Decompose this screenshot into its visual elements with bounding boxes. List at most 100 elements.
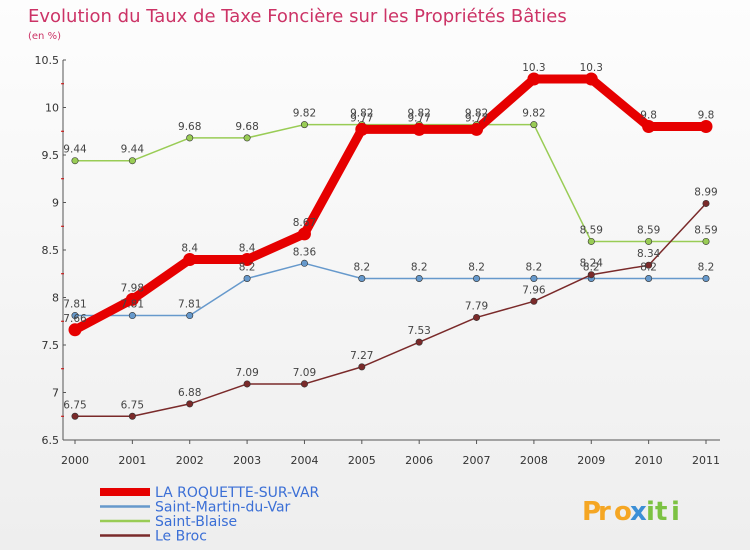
x-tick-label: 2009 xyxy=(577,454,605,467)
data-label: 9.8 xyxy=(640,110,657,122)
y-tick-label: 9 xyxy=(52,197,59,210)
data-label: 7.09 xyxy=(293,367,316,379)
data-point xyxy=(128,312,136,320)
data-label: 7.81 xyxy=(121,299,144,311)
series-labels: 9.44 9.44 9.68 9.68 9.82 9.82 9.82 9.82 9.82 8.59… xyxy=(63,62,717,411)
legend-label: Saint-Martin-du-Var xyxy=(155,500,291,516)
data-label: 9.82 xyxy=(407,108,430,120)
data-point xyxy=(584,72,598,86)
data-label: 7.79 xyxy=(465,300,488,312)
logo-letter: x xyxy=(630,497,647,527)
data-label: 8.67 xyxy=(293,217,316,229)
data-label: 10.3 xyxy=(580,62,603,74)
logo-letter: i xyxy=(646,497,655,527)
data-point xyxy=(300,380,308,388)
data-point xyxy=(473,274,481,282)
data-point xyxy=(128,412,136,420)
data-point xyxy=(587,237,595,245)
x-tick-label: 2006 xyxy=(405,454,433,467)
data-point xyxy=(297,227,311,241)
data-point xyxy=(645,274,653,282)
data-label: 7.96 xyxy=(522,284,546,296)
data-point xyxy=(415,338,423,346)
data-label: 9.77 xyxy=(350,112,373,124)
logo-letter: P xyxy=(582,497,601,527)
data-point xyxy=(183,253,197,266)
data-label: 8.59 xyxy=(694,224,717,236)
data-label: 9.68 xyxy=(235,121,258,133)
data-point xyxy=(702,199,710,207)
data-point xyxy=(186,312,194,320)
data-point xyxy=(412,122,426,136)
data-label: 9.44 xyxy=(121,144,145,156)
data-label: 7.81 xyxy=(178,299,201,311)
data-point xyxy=(527,72,541,86)
data-point xyxy=(186,400,194,408)
data-label: 8.4 xyxy=(239,243,256,255)
x-tick-label: 2001 xyxy=(118,454,146,467)
y-tick-label: 7 xyxy=(52,387,59,400)
x-tick-label: 2002 xyxy=(176,454,204,467)
y-tick-label: 7.5 xyxy=(42,339,60,352)
data-point xyxy=(642,120,656,133)
data-point xyxy=(68,323,82,337)
data-label: 8.4 xyxy=(181,243,198,255)
data-point xyxy=(300,121,308,129)
data-point xyxy=(358,363,366,371)
y-tick-label: 10 xyxy=(45,102,59,115)
data-label: 8.2 xyxy=(526,262,543,274)
data-point xyxy=(355,122,369,136)
data-label: 8.24 xyxy=(580,258,604,270)
chart-subtitle: (en %) xyxy=(28,31,61,42)
data-point xyxy=(243,134,251,142)
data-label: 8.36 xyxy=(293,246,317,258)
legend-label: Saint-Blaise xyxy=(155,514,237,530)
chart-legend: LA ROQUETTE-SUR-VARSaint-Martin-du-VarSa… xyxy=(100,485,320,545)
data-label: 9.77 xyxy=(465,112,488,124)
data-label: 8.2 xyxy=(698,262,715,274)
data-label: 9.44 xyxy=(63,144,87,156)
data-label: 9.82 xyxy=(465,108,488,120)
data-label: 6.75 xyxy=(63,399,86,411)
data-label: 8.2 xyxy=(353,262,370,274)
data-label: 8.2 xyxy=(640,262,657,274)
data-point xyxy=(125,292,139,306)
logo-letter: r xyxy=(598,497,611,527)
series-line xyxy=(70,74,711,335)
data-point xyxy=(702,237,710,245)
legend-label: LA ROQUETTE-SUR-VAR xyxy=(155,485,320,501)
data-point xyxy=(530,297,538,305)
data-label: 7.81 xyxy=(63,299,86,311)
data-point xyxy=(358,274,366,282)
data-point xyxy=(128,157,136,165)
data-label: 8.2 xyxy=(239,262,256,274)
y-tick-label: 6.5 xyxy=(42,434,60,447)
data-point xyxy=(470,122,484,136)
data-label: 6.75 xyxy=(121,399,144,411)
data-point xyxy=(243,380,251,388)
data-label: 8.99 xyxy=(694,186,717,198)
legend-label: Le Broc xyxy=(155,529,207,545)
data-label: 6.88 xyxy=(178,387,201,399)
data-point xyxy=(530,121,538,129)
logo-letter: t xyxy=(655,497,667,527)
y-tick-label: 8 xyxy=(52,292,59,305)
x-tick-label: 2011 xyxy=(692,454,720,467)
data-label: 8.2 xyxy=(411,262,428,274)
x-tick-label: 2008 xyxy=(520,454,548,467)
data-label: 9.82 xyxy=(293,108,316,120)
data-point xyxy=(645,237,653,245)
series-points xyxy=(68,72,713,420)
data-point xyxy=(530,274,538,282)
data-point xyxy=(473,313,481,321)
data-label: 10.3 xyxy=(522,62,545,74)
data-point xyxy=(645,261,653,269)
data-label: 7.98 xyxy=(121,282,144,294)
data-label: 9.68 xyxy=(178,121,201,133)
data-label: 8.2 xyxy=(468,262,485,274)
data-label: 9.77 xyxy=(407,112,430,124)
series-line xyxy=(74,202,707,417)
